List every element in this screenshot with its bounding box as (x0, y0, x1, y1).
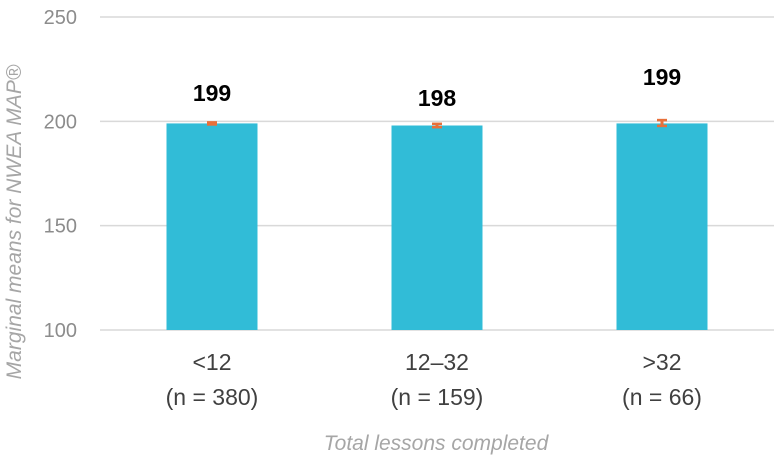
y-axis-title: Marginal means for NWEA MAP® (3, 64, 26, 379)
data-label: 199 (643, 64, 681, 90)
data-label: 199 (193, 80, 231, 106)
y-axis-ticks: 100 150 200 250 (44, 7, 77, 342)
bar (616, 123, 708, 330)
x-axis-categories: <12 (n = 380) 12–32 (n = 159) >32 (n = 66) (166, 349, 702, 410)
y-tick-label: 200 (44, 111, 77, 133)
error-bar (207, 121, 217, 126)
error-bar (432, 122, 442, 129)
data-labels: 199 198 199 (193, 64, 681, 111)
bar (391, 125, 483, 330)
x-category-label: (n = 380) (166, 384, 259, 410)
x-axis-title: Total lessons completed (324, 432, 550, 455)
y-tick-label: 150 (44, 216, 77, 238)
error-bars (207, 118, 667, 129)
x-category-label: 12–32 (405, 349, 469, 375)
error-bar (657, 118, 667, 128)
x-category-label: >32 (642, 349, 681, 375)
y-tick-label: 100 (44, 320, 77, 342)
data-label: 198 (418, 85, 457, 111)
x-category-label: (n = 66) (622, 384, 702, 410)
bars (166, 123, 708, 330)
y-tick-label: 250 (44, 7, 77, 29)
x-category-label: <12 (192, 349, 231, 375)
bar (166, 123, 258, 330)
x-category-label: (n = 159) (391, 384, 484, 410)
